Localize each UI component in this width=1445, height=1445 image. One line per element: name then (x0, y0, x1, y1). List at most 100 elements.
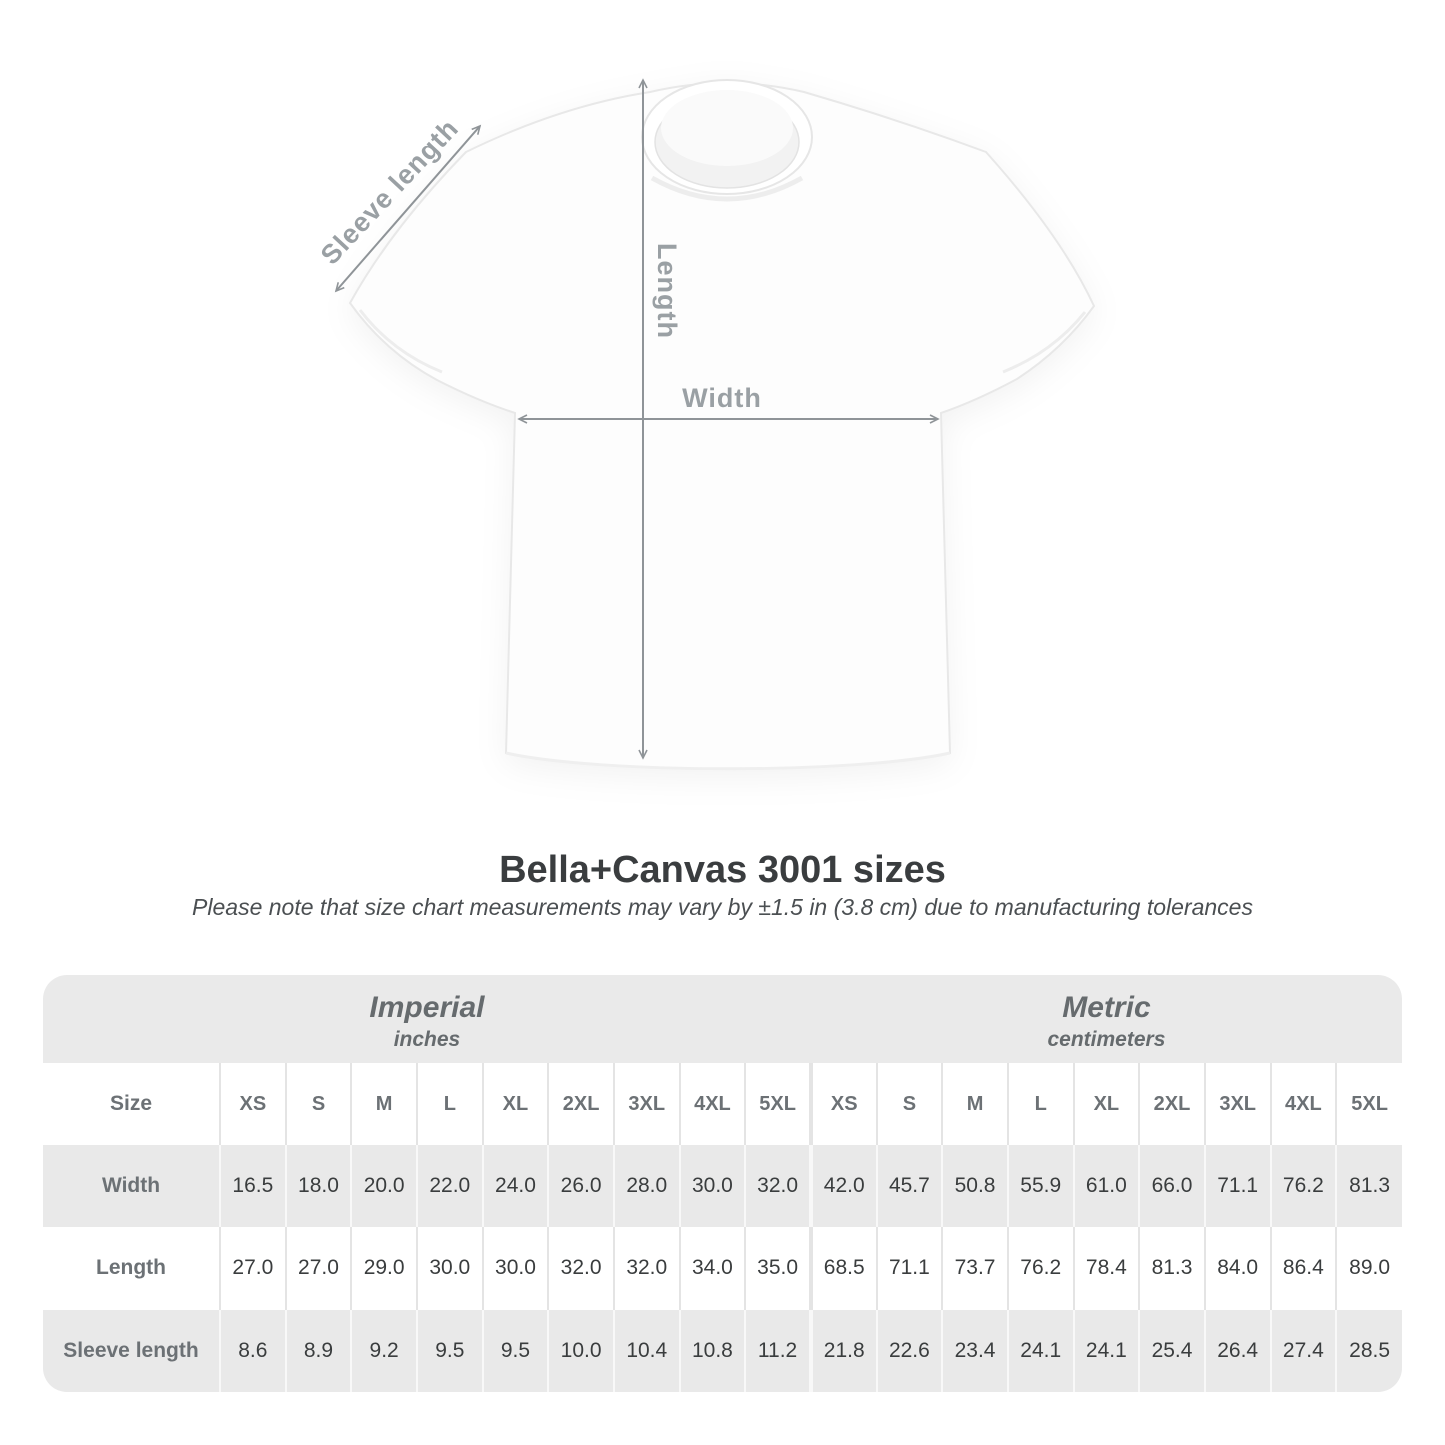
value-cell: 71.1 (875, 1227, 943, 1310)
size-col-header-imperial-xs: XS (219, 1063, 286, 1145)
size-table-body: Width 16.5 18.0 20.0 22.0 24.0 26.0 28.0 30.0 32.… (43, 1145, 1402, 1392)
value-cell: 45.7 (875, 1145, 943, 1228)
tshirt-image (334, 78, 1096, 771)
width-label: Width (682, 383, 762, 413)
value-cell: 8.6 (219, 1309, 286, 1392)
value-cell: 76.2 (1269, 1145, 1337, 1228)
value-cell: 28.0 (612, 1145, 680, 1228)
value-cell: 55.9 (1006, 1145, 1074, 1228)
size-col-header-metric-3xl: 3XL (1203, 1063, 1271, 1145)
value-cell: 22.6 (875, 1309, 943, 1392)
value-cell: 21.8 (808, 1309, 877, 1392)
value-cell: 27.0 (219, 1227, 286, 1310)
size-chart: Imperial inches Metric centimeters Size … (43, 975, 1402, 1392)
size-col-header-metric-l: L (1006, 1063, 1074, 1145)
unit-header-metric: Metric centimeters (811, 975, 1402, 1063)
value-cell: 8.9 (284, 1309, 352, 1392)
size-col-header-metric-xs: XS (808, 1063, 877, 1145)
size-col-header-imperial-4xl: 4XL (678, 1063, 746, 1145)
value-cell: 9.2 (350, 1309, 417, 1392)
value-cell: 25.4 (1138, 1309, 1205, 1392)
value-cell: 86.4 (1269, 1227, 1337, 1310)
unit-header-row: Imperial inches Metric centimeters (43, 975, 1402, 1063)
value-cell: 42.0 (808, 1145, 877, 1228)
value-cell: 30.0 (415, 1227, 483, 1310)
value-cell: 9.5 (481, 1309, 549, 1392)
page-title: Bella+Canvas 3001 sizes (499, 849, 946, 891)
size-col-header-imperial-2xl: 2XL (547, 1063, 614, 1145)
value-cell: 32.0 (744, 1145, 811, 1228)
value-cell: 89.0 (1335, 1227, 1402, 1310)
value-cell: 10.4 (612, 1309, 680, 1392)
row-label: Length (96, 1256, 166, 1280)
imperial-unit-label: inches (393, 1028, 461, 1052)
value-cell: 10.0 (547, 1309, 614, 1392)
value-cell: 9.5 (415, 1309, 483, 1392)
size-col-header-metric-m: M (941, 1063, 1008, 1145)
tshirt-diagram: Sleeve length Length Width (315, 78, 1096, 771)
value-cell: 84.0 (1203, 1227, 1271, 1310)
value-cell: 23.4 (941, 1309, 1008, 1392)
table-row-width: Width 16.5 18.0 20.0 22.0 24.0 26.0 28.0 30.0 32.… (43, 1145, 1402, 1228)
value-cell: 24.1 (1006, 1309, 1074, 1392)
value-cell: 30.0 (678, 1145, 746, 1228)
table-row-sleeve-length: Sleeve length 8.6 8.9 9.2 9.5 9.5 10.0 10.4 10.8… (43, 1309, 1402, 1392)
metric-unit-label: centimeters (1047, 1028, 1166, 1052)
value-cell: 29.0 (350, 1227, 417, 1310)
value-cell: 27.4 (1269, 1309, 1337, 1392)
size-header-row: Size XS S M L XL 2XL 3XL 4XL 5XL XS S M L XL 2XL 3XL 4XL… (43, 1063, 1402, 1145)
length-label: Length (652, 243, 682, 339)
value-cell: 20.0 (350, 1145, 417, 1228)
size-col-header-imperial-3xl: 3XL (612, 1063, 680, 1145)
imperial-label: Imperial (369, 990, 485, 1024)
value-cell: 26.4 (1203, 1309, 1271, 1392)
tshirt-shape (348, 79, 1096, 771)
value-cell: 32.0 (612, 1227, 680, 1310)
size-col-header-metric-2xl: 2XL (1138, 1063, 1205, 1145)
size-col-header-imperial-m: M (350, 1063, 417, 1145)
size-col-header-imperial-l: L (415, 1063, 483, 1145)
unit-header-imperial: Imperial inches (43, 975, 811, 1063)
value-cell: 24.1 (1072, 1309, 1140, 1392)
size-col-header-imperial-5xl: 5XL (744, 1063, 811, 1145)
left-cuff-seam (358, 309, 443, 374)
value-cell: 16.5 (219, 1145, 286, 1228)
value-cell: 18.0 (284, 1145, 352, 1228)
value-cell: 28.5 (1335, 1309, 1402, 1392)
value-cell: 32.0 (547, 1227, 614, 1310)
collar (641, 79, 813, 202)
row-label: Width (101, 1174, 161, 1198)
value-cell: 30.0 (481, 1227, 549, 1310)
value-cell: 35.0 (744, 1227, 811, 1310)
value-cell: 81.3 (1138, 1227, 1205, 1310)
size-corner-header: Size (109, 1092, 153, 1115)
size-col-header-metric-xl: XL (1072, 1063, 1140, 1145)
value-cell: 10.8 (678, 1309, 746, 1392)
right-cuff-seam (1002, 311, 1087, 374)
value-cell: 73.7 (941, 1227, 1008, 1310)
value-cell: 27.0 (284, 1227, 352, 1310)
size-col-header-metric-4xl: 4XL (1269, 1063, 1337, 1145)
value-cell: 26.0 (547, 1145, 614, 1228)
row-label: Sleeve length (63, 1338, 199, 1362)
subtitle: Please note that size chart measurements… (192, 894, 1253, 920)
value-cell: 71.1 (1203, 1145, 1271, 1228)
value-cell: 11.2 (744, 1309, 811, 1392)
value-cell: 34.0 (678, 1227, 746, 1310)
value-cell: 24.0 (481, 1145, 549, 1228)
metric-label: Metric (1062, 990, 1151, 1024)
value-cell: 81.3 (1335, 1145, 1402, 1228)
sleeve-length-arrow (334, 124, 482, 293)
value-cell: 50.8 (941, 1145, 1008, 1228)
size-col-header-metric-s: S (875, 1063, 943, 1145)
size-chart-table: Imperial inches Metric centimeters Size … (43, 975, 1402, 1392)
table-row-length: Length 27.0 27.0 29.0 30.0 30.0 32.0 32.0 34.0 35… (43, 1227, 1402, 1310)
value-cell: 78.4 (1072, 1227, 1140, 1310)
size-col-header-imperial-xl: XL (481, 1063, 549, 1145)
value-cell: 68.5 (808, 1227, 877, 1310)
value-cell: 22.0 (415, 1145, 483, 1228)
value-cell: 61.0 (1072, 1145, 1140, 1228)
value-cell: 66.0 (1138, 1145, 1205, 1228)
value-cell: 76.2 (1006, 1227, 1074, 1310)
